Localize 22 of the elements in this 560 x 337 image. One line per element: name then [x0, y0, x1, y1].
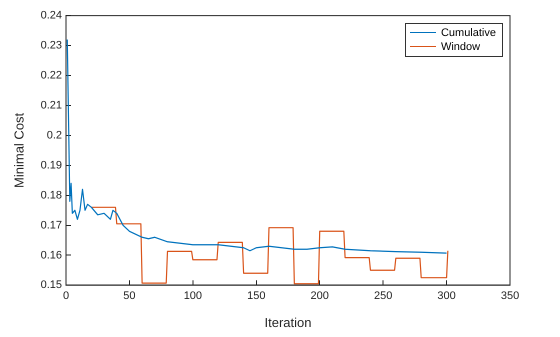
x-tick-label: 50 — [123, 290, 136, 302]
legend-label: Window — [440, 40, 480, 54]
y-tick-label: 0.16 — [40, 249, 62, 262]
x-tick-label: 250 — [374, 290, 392, 302]
y-axis-title: Minimal Cost — [11, 112, 26, 188]
x-tick-label: 300 — [437, 290, 456, 302]
y-tick-label: 0.21 — [40, 100, 62, 112]
x-tick-label: 350 — [500, 290, 520, 302]
x-tick-label: 150 — [247, 290, 266, 302]
y-tick-label: 0.15 — [40, 279, 62, 292]
y-tick-label: 0.17 — [40, 219, 62, 232]
y-tick-label: 0.24 — [40, 10, 62, 22]
y-tick-label: 0.18 — [40, 189, 62, 202]
y-tick-label: 0.19 — [40, 159, 62, 172]
y-tick-label: 0.22 — [40, 70, 62, 82]
y-tick-label: 0.23 — [40, 40, 62, 52]
x-tick-label: 0 — [62, 290, 70, 302]
x-tick-label: 200 — [310, 290, 329, 302]
legend-label: Cumulative — [440, 26, 496, 40]
y-tick-label: 0.2 — [46, 129, 62, 142]
x-axis-title: Iteration — [264, 314, 312, 330]
x-tick-label: 100 — [184, 290, 202, 302]
